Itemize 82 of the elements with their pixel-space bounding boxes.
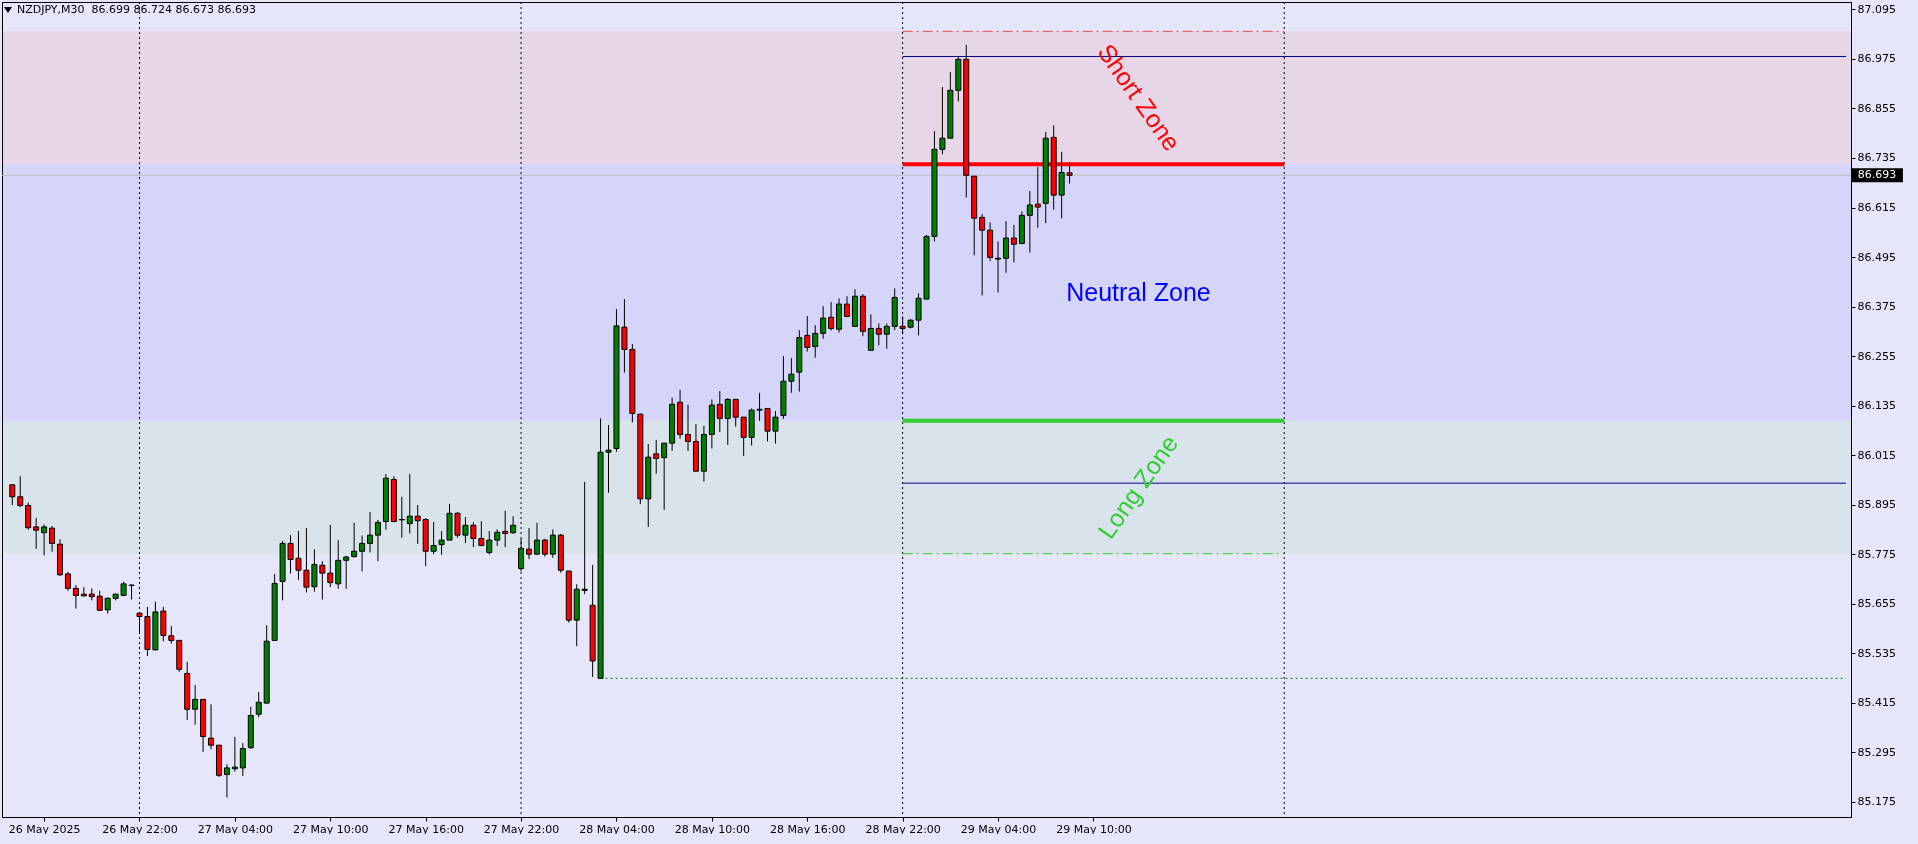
x-tick-label: 26 May 2025 [8, 822, 81, 836]
candlestick [192, 684, 199, 726]
candlestick [661, 442, 668, 511]
candlestick [716, 390, 723, 433]
y-tick-label: 86.255 [1857, 349, 1896, 363]
y-tick-label: 85.655 [1857, 597, 1896, 611]
candlestick [255, 691, 262, 718]
candlestick [64, 571, 71, 592]
candlestick [1003, 220, 1009, 274]
candlestick [351, 522, 358, 558]
candlestick [581, 481, 588, 595]
ref-line-label: 86.693 [1857, 168, 1897, 182]
candlestick [875, 322, 882, 346]
candlestick [406, 473, 413, 534]
candlestick [239, 742, 246, 777]
y-tick-label: 85.175 [1857, 795, 1896, 809]
y-tick-label: 86.135 [1857, 399, 1896, 413]
candlestick [414, 504, 421, 545]
candlestick [510, 515, 517, 535]
y-tick-label: 86.735 [1857, 151, 1896, 165]
y-tick-label: 86.975 [1857, 52, 1896, 66]
candlestick [995, 240, 1002, 294]
band-label: Neutral Zone [1066, 277, 1211, 306]
candlestick [398, 496, 405, 539]
y-tick-label: 86.615 [1857, 201, 1896, 214]
candlestick [486, 530, 493, 556]
candlestick [867, 313, 874, 351]
candlestick [208, 703, 215, 750]
candlestick [1026, 190, 1033, 253]
candlestick [502, 510, 509, 548]
candlestick [33, 517, 40, 550]
y-tick-label: 85.895 [1857, 498, 1896, 512]
x-tick-label: 29 May 10:00 [1056, 822, 1132, 836]
x-tick-label: 27 May 10:00 [293, 822, 369, 836]
candlestick [533, 522, 540, 556]
candlestick [812, 324, 819, 359]
candlestick [653, 439, 660, 475]
x-tick-label: 29 May 04:00 [960, 822, 1037, 836]
candlestick [883, 322, 890, 350]
candlestick [231, 736, 238, 773]
x-tick-label: 28 May 22:00 [865, 822, 941, 836]
x-tick-label: 27 May 22:00 [483, 822, 560, 836]
candlestick [732, 398, 739, 428]
x-tick-label: 28 May 10:00 [674, 822, 751, 836]
candlestick [17, 475, 24, 508]
candlestick [9, 483, 16, 506]
x-tick-label: 28 May 16:00 [770, 822, 846, 836]
candlestick [367, 511, 374, 553]
y-tick-label: 85.415 [1857, 696, 1896, 710]
candlestick [335, 539, 342, 590]
candlestick [549, 528, 556, 559]
candlestick [1010, 224, 1017, 263]
y-tick-label: 86.855 [1857, 101, 1896, 115]
x-tick-label: 27 May 04:00 [197, 822, 274, 836]
candlestick [685, 404, 692, 452]
candlestick [359, 535, 366, 572]
x-tick-label: 28 May 04:00 [579, 822, 655, 836]
candlestick [828, 301, 835, 331]
candlestick [223, 763, 230, 799]
candlestick [374, 519, 381, 562]
candlestick [41, 523, 48, 556]
candlestick [844, 295, 850, 318]
y-tick-label: 86.375 [1857, 300, 1896, 314]
candlestick [72, 584, 79, 610]
chart-title: NZDJPY,M30 86.699 86.724 86.673 86.693 [17, 3, 257, 16]
y-tick-label: 86.495 [1857, 250, 1896, 264]
candlestick [979, 213, 986, 296]
candlestick [724, 397, 731, 446]
y-tick-label: 85.295 [1857, 745, 1896, 759]
candlestick [526, 527, 533, 560]
candlestick [327, 524, 334, 588]
candlestick [25, 502, 32, 531]
y-tick-label: 87.095 [1857, 2, 1896, 16]
x-tick-label: 26 May 22:00 [102, 822, 178, 836]
y-tick-label: 85.775 [1857, 547, 1896, 561]
candlestick [49, 525, 56, 553]
y-tick-label: 85.535 [1857, 646, 1896, 660]
x-tick-label: 27 May 16:00 [388, 822, 464, 836]
y-tick-label: 86.015 [1857, 448, 1896, 462]
candlestick [343, 555, 350, 590]
candlestick [804, 315, 811, 353]
candlestick [820, 305, 827, 340]
